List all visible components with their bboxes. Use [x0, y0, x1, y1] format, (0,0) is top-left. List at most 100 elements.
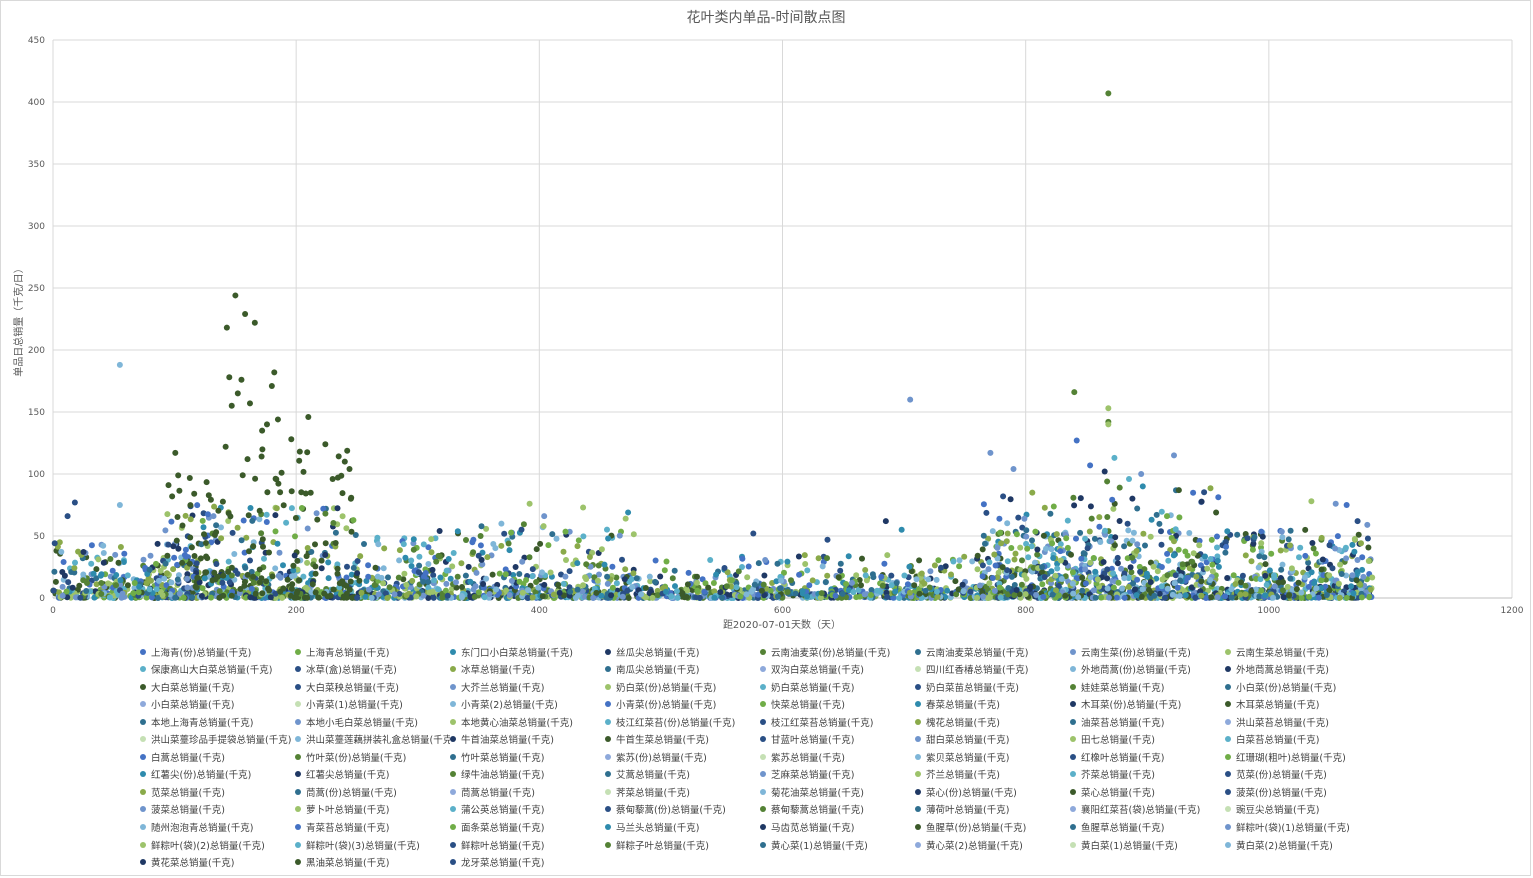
data-point	[1126, 475, 1133, 482]
data-point	[380, 580, 387, 587]
legend-marker-icon	[1070, 683, 1076, 690]
data-point	[624, 587, 631, 594]
data-point	[1102, 527, 1108, 534]
data-point	[1108, 538, 1115, 545]
data-point	[1364, 521, 1371, 528]
data-point	[598, 592, 605, 599]
data-point	[1198, 592, 1205, 599]
data-point	[980, 532, 987, 539]
data-point	[246, 400, 253, 407]
data-point	[751, 581, 758, 588]
data-point	[1365, 544, 1372, 551]
data-point	[1354, 557, 1361, 563]
data-point	[277, 588, 284, 595]
data-point	[1077, 529, 1084, 536]
legend-item: 襄阳红菜苔(袋)总销量(千克)	[1070, 802, 1225, 817]
data-point	[904, 581, 911, 588]
legend-marker-icon	[760, 788, 766, 795]
data-point	[250, 579, 257, 586]
data-point	[239, 472, 246, 479]
data-point	[1332, 500, 1339, 507]
data-point	[304, 559, 311, 566]
data-point	[1050, 503, 1057, 510]
data-point	[287, 592, 294, 599]
data-point	[354, 570, 361, 577]
data-point	[955, 586, 962, 593]
data-point	[1110, 505, 1117, 512]
legend-label: 菜心总销量(千克)	[1081, 787, 1155, 799]
data-point	[755, 591, 762, 598]
data-point	[374, 534, 381, 541]
chart-title: 花叶类内单品-时间散点图	[686, 10, 845, 26]
data-point	[586, 554, 593, 560]
legend-item: 甜白菜总销量(千克)	[915, 732, 1070, 747]
legend-marker-icon	[1225, 683, 1231, 690]
data-point	[723, 583, 730, 590]
data-point	[193, 584, 200, 591]
data-point	[652, 557, 659, 564]
chart-legend: 上海青(份)总销量(千克) 上海青总销量(千克) 东门口小白菜总销量(千克) 丝瓜尖总…	[140, 644, 1380, 870]
y-tick-label: 100	[28, 470, 45, 480]
data-point	[318, 565, 325, 572]
data-point	[824, 536, 831, 543]
data-point	[232, 292, 239, 299]
data-point	[1071, 389, 1078, 396]
data-point	[1010, 466, 1017, 473]
data-point	[1305, 583, 1312, 590]
data-point	[1105, 594, 1112, 601]
data-point	[211, 569, 218, 576]
legend-item: 云南油麦菜(份)总销量(千克)	[760, 644, 915, 659]
y-axis-title: 单品日总销量（千克/日）	[12, 263, 25, 376]
data-point	[1129, 554, 1136, 561]
data-point	[1087, 462, 1094, 469]
data-point	[1279, 534, 1286, 541]
data-point	[1041, 574, 1048, 580]
data-point	[707, 557, 714, 563]
data-point	[494, 581, 501, 588]
data-point	[71, 569, 78, 576]
data-point	[501, 530, 508, 537]
data-point	[605, 535, 612, 542]
data-point	[194, 574, 201, 581]
data-point	[338, 472, 345, 479]
data-point	[209, 577, 216, 584]
legend-marker-icon	[1070, 841, 1076, 848]
legend-label: 冰草总销量(千克)	[461, 665, 535, 677]
legend-label: 娃娃菜总销量(千克)	[1081, 682, 1165, 694]
data-point	[1242, 591, 1249, 598]
data-point	[288, 488, 295, 495]
legend-marker-icon	[295, 859, 301, 866]
data-point	[916, 557, 923, 564]
data-point	[1230, 572, 1237, 579]
data-point	[304, 449, 311, 456]
data-point	[72, 594, 79, 601]
legend-label: 红薯尖总销量(千克)	[306, 770, 390, 782]
data-point	[1284, 583, 1291, 590]
data-point	[1133, 592, 1140, 599]
data-point	[155, 577, 162, 584]
data-point	[1326, 542, 1333, 549]
data-point	[792, 590, 799, 597]
data-point	[1329, 565, 1336, 572]
data-point	[1139, 586, 1146, 593]
data-point	[622, 515, 629, 522]
data-point	[888, 582, 895, 589]
data-point	[878, 573, 885, 580]
data-point	[1261, 554, 1268, 561]
legend-marker-icon	[760, 841, 766, 848]
y-tick-label: 350	[28, 160, 45, 170]
data-point	[391, 591, 398, 598]
legend-item: 黄白菜(2)总销量(千克)	[1225, 837, 1380, 852]
legend-marker-icon	[450, 859, 456, 866]
data-point	[1175, 546, 1182, 553]
legend-marker-icon	[1070, 736, 1076, 743]
data-point	[172, 449, 179, 456]
data-point	[1053, 587, 1059, 594]
data-point	[991, 551, 998, 558]
data-point	[64, 513, 71, 520]
data-point	[172, 594, 179, 601]
data-point	[216, 588, 223, 595]
data-point	[967, 588, 974, 595]
data-point	[272, 475, 279, 482]
data-point	[1011, 556, 1018, 563]
